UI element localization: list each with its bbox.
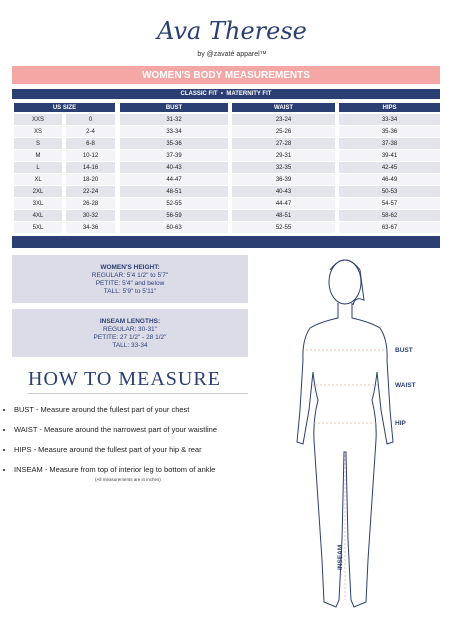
table-cell: 42-45 — [339, 162, 440, 173]
table-cell: L — [14, 162, 62, 173]
table-cell: 34-36 — [66, 222, 115, 233]
table-cell: 60-63 — [120, 222, 228, 233]
table-cell: 33-34 — [339, 114, 440, 125]
table-cell: 44-47 — [232, 198, 335, 209]
table-cell: 48-51 — [232, 210, 335, 221]
how-to-list: BUST - Measure around the fullest part o… — [4, 405, 274, 485]
inseam-line: PETITE: 27 1/2" - 28 1/2" — [93, 334, 167, 341]
brand: Ava Therese — [157, 17, 307, 45]
how-to-item: WAIST - Measure around the narrowest par… — [14, 425, 274, 434]
figure-label: WAIST — [395, 382, 416, 389]
column-header: US SIZE — [14, 103, 115, 112]
table-cell: 56-59 — [120, 210, 228, 221]
how-to-item: HIPS - Measure around the fullest part o… — [14, 445, 274, 454]
table-cell: 5XL — [14, 222, 62, 233]
table-cell: 3XL — [14, 198, 62, 209]
figure-label: INSEAM — [337, 545, 344, 570]
table-cell: 2-4 — [66, 126, 115, 137]
table-title: WOMEN'S BODY MEASUREMENTS — [12, 66, 440, 84]
table-cell: 18-20 — [66, 174, 115, 185]
table-cell: 6-8 — [66, 138, 115, 149]
table-cell: 14-16 — [66, 162, 115, 173]
table-subtitle: CLASSIC FIT • MATERNITY FIT — [12, 89, 440, 99]
how-to-item: BUST - Measure around the fullest part o… — [14, 405, 274, 414]
figure-label: BUST — [395, 347, 413, 354]
table-cell: XL — [14, 174, 62, 185]
column-header: HIPS — [339, 103, 440, 112]
column-header: WAIST — [232, 103, 335, 112]
inseam-title: INSEAM LENGTHS: — [99, 318, 161, 325]
table-cell: 46-49 — [339, 174, 440, 185]
table-cell: 26-28 — [66, 198, 115, 209]
figure-body — [296, 303, 394, 608]
table-cell: 63-67 — [339, 222, 440, 233]
table-cell: 4XL — [14, 210, 62, 221]
table-cell: 23-24 — [232, 114, 335, 125]
table-cell: 32-35 — [232, 162, 335, 173]
table-cell: 36-39 — [232, 174, 335, 185]
height-line: TALL: 5'9" to 5'11" — [103, 288, 157, 295]
inseam-line: TALL: 33-34 — [112, 342, 148, 349]
table-cell: M — [14, 150, 62, 161]
table-cell: 2XL — [14, 186, 62, 197]
table-cell: 22-24 — [66, 186, 115, 197]
figure-label: HIP — [395, 420, 407, 427]
figure-head — [328, 259, 362, 305]
table-cell: XXS — [14, 114, 62, 125]
figure-hair — [329, 259, 365, 306]
height-line: PETITE: 5'4" and below — [95, 280, 165, 287]
height-line: REGULAR: 5'4 1/2" to 5'7" — [91, 272, 169, 279]
byline: by @zavaté apparel™ — [197, 50, 267, 58]
table-cell: 50-53 — [339, 186, 440, 197]
table-cell: 10-12 — [66, 150, 115, 161]
table-cell: 54-57 — [339, 198, 440, 209]
table-cell: 37-39 — [120, 150, 228, 161]
table-cell: 44-47 — [120, 174, 228, 185]
table-cell: S — [14, 138, 62, 149]
inseam-line: REGULAR: 30-31" — [103, 326, 157, 333]
table-cell: 27-28 — [232, 138, 335, 149]
table-cell: 52-55 — [232, 222, 335, 233]
height-title: WOMEN'S HEIGHT: — [100, 264, 160, 271]
table-cell: 29-31 — [232, 150, 335, 161]
column-header: BUST — [120, 103, 228, 112]
table-cell: 0 — [66, 114, 115, 125]
table-cell: 39-41 — [339, 150, 440, 161]
table-cell: 40-43 — [120, 162, 228, 173]
table-cell: 35-36 — [120, 138, 228, 149]
table-footer-bar — [12, 236, 440, 248]
table-cell: 58-62 — [339, 210, 440, 221]
table-cell: XS — [14, 126, 62, 137]
table-cell: 33-34 — [120, 126, 228, 137]
table-cell: 25-26 — [232, 126, 335, 137]
how-to-title: HOW TO MEASURE — [28, 368, 248, 394]
table-cell: 30-32 — [66, 210, 115, 221]
table-cell: 37-38 — [339, 138, 440, 149]
note: (All measurements are in inches) — [95, 477, 161, 482]
height-box: WOMEN'S HEIGHT: REGULAR: 5'4 1/2" to 5'7… — [12, 255, 248, 303]
how-to-item: INSEAM - Measure from top of interior le… — [14, 465, 274, 474]
table-cell: 48-51 — [120, 186, 228, 197]
table-cell: 40-43 — [232, 186, 335, 197]
inseam-box: INSEAM LENGTHS: REGULAR: 30-31" PETITE: … — [12, 309, 248, 357]
table-cell: 31-32 — [120, 114, 228, 125]
table-cell: 52-55 — [120, 198, 228, 209]
table-cell: 35-36 — [339, 126, 440, 137]
